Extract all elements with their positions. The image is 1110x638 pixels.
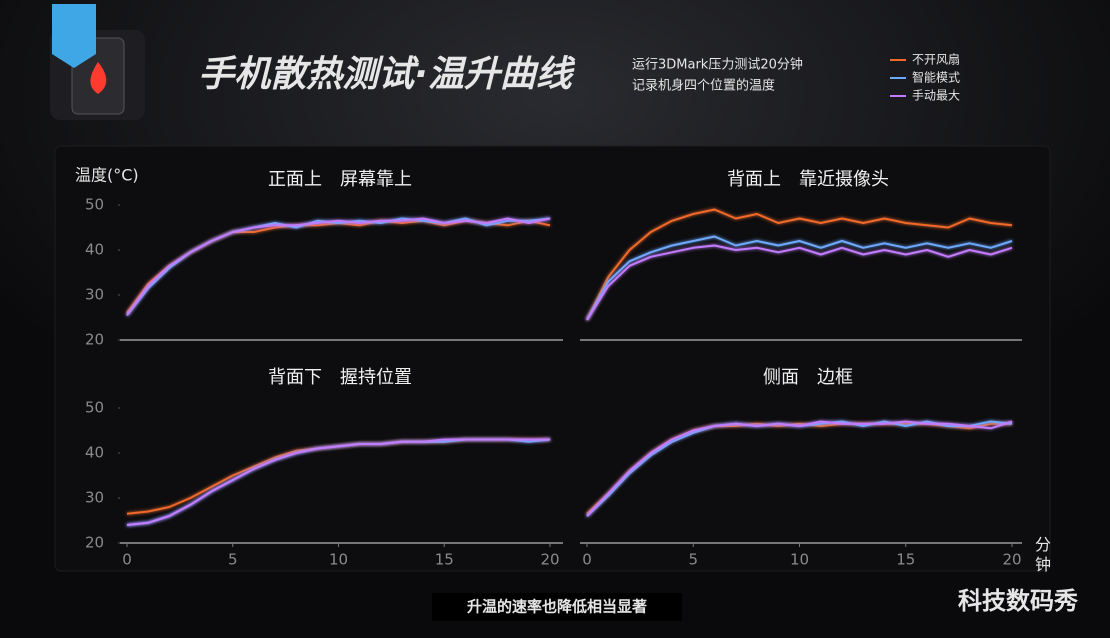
panel-title: 侧面 边框 xyxy=(763,367,853,388)
y-tick-label: 30 xyxy=(85,489,104,507)
logo-badge xyxy=(52,4,96,68)
chart-panel xyxy=(54,145,1051,572)
y-tick-label: 20 xyxy=(85,534,104,552)
series-line xyxy=(126,438,550,526)
panel-title: 背面上 靠近摄像头 xyxy=(727,169,889,190)
series-line xyxy=(586,208,1013,321)
y-tick-label: 50 xyxy=(85,196,104,214)
panel-title: 背面下 握持位置 xyxy=(268,367,412,388)
series-line xyxy=(586,235,1013,321)
legend-label: 智能模式 xyxy=(912,70,960,85)
subtitle: 记录机身四个位置的温度 xyxy=(632,78,775,94)
y-tick-label: 40 xyxy=(85,241,104,259)
y-tick-label: 40 xyxy=(85,444,104,462)
x-axis-label: 分钟 xyxy=(1035,535,1051,574)
x-tick-label: 20 xyxy=(1002,551,1021,569)
x-tick-label: 20 xyxy=(540,551,559,569)
x-tick-label: 15 xyxy=(435,551,454,569)
x-tick-label: 10 xyxy=(329,551,348,569)
x-tick-label: 0 xyxy=(582,551,592,569)
x-tick-label: 0 xyxy=(122,551,132,569)
subtitle: 运行3DMark压力测试20分钟 xyxy=(632,57,803,73)
legend-label: 不开风扇 xyxy=(912,52,960,67)
panel-title: 正面上 屏幕靠上 xyxy=(268,169,412,190)
series-line xyxy=(586,420,1013,517)
watermark: 科技数码秀 xyxy=(958,587,1078,615)
series-line xyxy=(126,217,551,316)
y-tick-label: 20 xyxy=(85,331,104,349)
caption: 升温的速率也降低相当显著 xyxy=(467,598,647,616)
x-tick-label: 5 xyxy=(228,551,238,569)
y-tick-label: 30 xyxy=(85,286,104,304)
x-tick-label: 15 xyxy=(896,551,915,569)
logo-flame xyxy=(90,62,107,94)
page-title: 手机散热测试·温升曲线 xyxy=(198,54,576,95)
x-tick-label: 5 xyxy=(688,551,698,569)
legend-label: 手动最大 xyxy=(912,89,960,103)
series-line xyxy=(586,244,1013,321)
x-tick-label: 10 xyxy=(790,551,809,569)
y-tick-label: 50 xyxy=(85,399,104,417)
y-axis-label: 温度(°C) xyxy=(75,166,139,185)
caption-bg xyxy=(432,593,682,621)
